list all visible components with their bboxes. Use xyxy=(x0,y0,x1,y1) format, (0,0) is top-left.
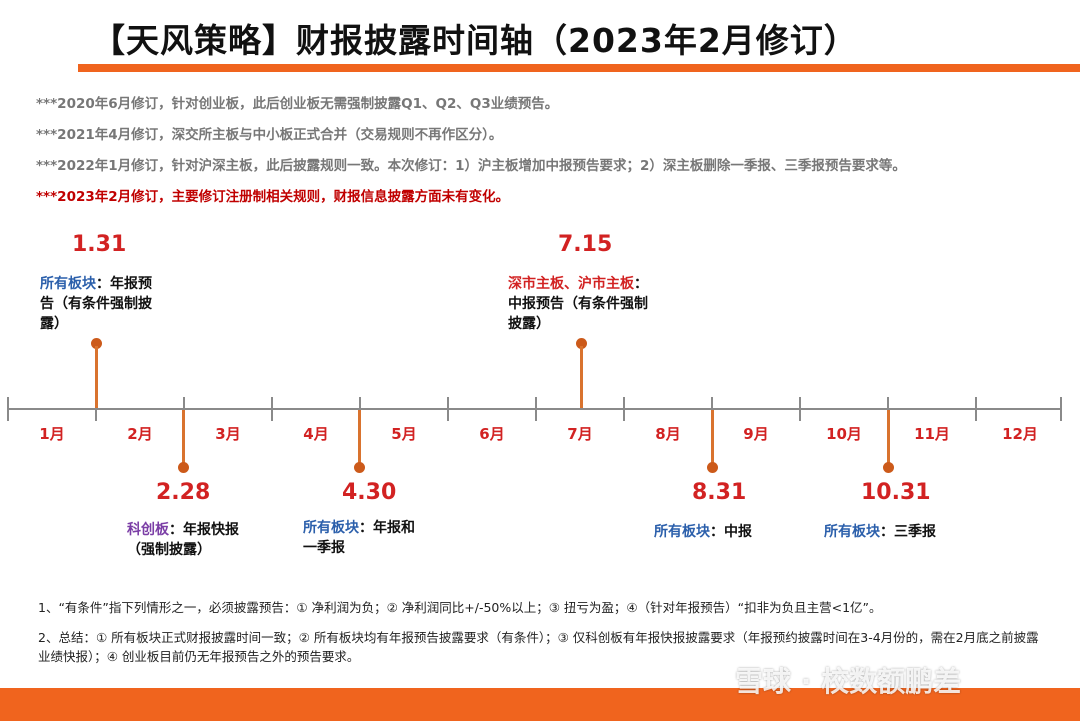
axis-tick xyxy=(95,397,97,421)
month-label: 11月 xyxy=(914,425,950,443)
axis-tick xyxy=(1060,397,1062,421)
event-stem xyxy=(887,410,890,466)
event-date-7-15: 7.15 xyxy=(558,232,613,257)
event-desc-2-28: 科创板：年报快报（强制披露） xyxy=(127,520,245,560)
event-date-2-28: 2.28 xyxy=(156,480,211,505)
event-stem xyxy=(95,346,98,408)
event-dot xyxy=(91,338,102,349)
event-desc-4-30: 所有板块：年报和一季报 xyxy=(303,518,421,558)
month-label: 7月 xyxy=(567,425,593,443)
event-text: ：年报快报（强制披露） xyxy=(127,522,239,558)
month-label: 8月 xyxy=(655,425,681,443)
event-desc-1-31: 所有板块：年报预告（有条件强制披露） xyxy=(40,274,158,334)
axis-tick xyxy=(623,397,625,421)
axis-tick xyxy=(535,397,537,421)
event-text: ：年报和一季报 xyxy=(303,520,415,556)
page-title: 【天风策略】财报披露时间轴（2023年2月修订） xyxy=(92,21,858,60)
event-dot xyxy=(178,462,189,473)
event-stem xyxy=(358,410,361,466)
event-text: ：中报预告（有条件强制披露） xyxy=(508,276,648,332)
event-board: 所有板块 xyxy=(40,276,96,292)
month-label: 9月 xyxy=(743,425,769,443)
event-date-4-30: 4.30 xyxy=(342,480,397,505)
month-label: 2月 xyxy=(127,425,153,443)
watermark: 雪球 · 校数额鹏差 xyxy=(735,665,962,698)
axis-tick xyxy=(799,397,801,421)
axis-tick xyxy=(887,397,889,421)
event-desc-7-15: 深市主板、沪市主板：中报预告（有条件强制披露） xyxy=(508,274,656,334)
footnote-summary: 2、总结：① 所有板块正式财报披露时间一致；② 所有板块均有年报预告披露要求（有… xyxy=(38,630,1039,664)
event-board: 所有板块 xyxy=(654,524,710,540)
event-dot xyxy=(354,462,365,473)
axis-tick xyxy=(271,397,273,421)
event-dot xyxy=(883,462,894,473)
axis-tick xyxy=(447,397,449,421)
event-date-10-31: 10.31 xyxy=(861,480,931,505)
month-label: 4月 xyxy=(303,425,329,443)
event-text: ：中报 xyxy=(710,524,752,540)
month-label: 3月 xyxy=(215,425,241,443)
event-stem xyxy=(580,346,583,408)
event-text: ：年报预告（有条件强制披露） xyxy=(40,276,152,332)
month-label: 12月 xyxy=(1002,425,1038,443)
event-dot xyxy=(707,462,718,473)
bottom-bar xyxy=(0,688,1080,721)
month-label: 6月 xyxy=(479,425,505,443)
axis-tick xyxy=(183,397,185,421)
event-text: ：三季报 xyxy=(880,524,936,540)
event-dot xyxy=(576,338,587,349)
event-date-8-31: 8.31 xyxy=(692,480,747,505)
event-board: 所有板块 xyxy=(303,520,359,536)
revision-note-2020: ***2020年6月修订，针对创业板，此后创业板无需强制披露Q1、Q2、Q3业绩… xyxy=(36,96,559,112)
month-label: 1月 xyxy=(39,425,65,443)
revision-note-2023: ***2023年2月修订，主要修订注册制相关规则，财报信息披露方面未有变化。 xyxy=(36,189,510,205)
axis-tick xyxy=(975,397,977,421)
axis-tick xyxy=(359,397,361,421)
event-board: 科创板 xyxy=(127,522,169,538)
event-board: 深市主板、沪市主板 xyxy=(508,276,634,292)
month-label: 10月 xyxy=(826,425,862,443)
footnote-conditions: 1、“有条件”指下列情形之一，必须披露预告：① 净利润为负；② 净利润同比+/-… xyxy=(38,600,882,615)
month-label: 5月 xyxy=(391,425,417,443)
event-board: 所有板块 xyxy=(824,524,880,540)
axis-tick xyxy=(711,397,713,421)
title-underline xyxy=(78,64,1080,72)
event-desc-8-31: 所有板块：中报 xyxy=(654,522,784,542)
event-stem xyxy=(711,410,714,466)
event-date-1-31: 1.31 xyxy=(72,232,127,257)
revision-note-2021: ***2021年4月修订，深交所主板与中小板正式合并（交易规则不再作区分）。 xyxy=(36,127,503,143)
revision-note-2022: ***2022年1月修订，针对沪深主板，此后披露规则一致。本次修订：1）沪主板增… xyxy=(36,158,906,174)
event-stem xyxy=(182,410,185,466)
axis-tick xyxy=(7,397,9,421)
event-desc-10-31: 所有板块：三季报 xyxy=(824,522,964,542)
